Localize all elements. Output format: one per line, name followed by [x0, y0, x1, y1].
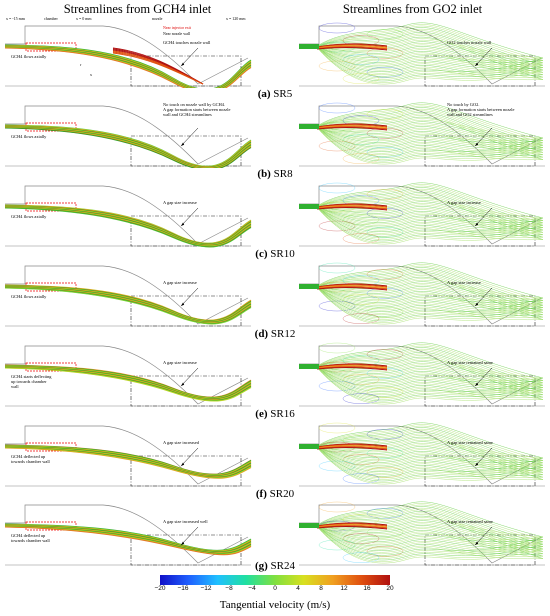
left-panel-c	[3, 178, 253, 248]
caption-g: (g) SR24	[0, 560, 550, 572]
caption-letter: (f)	[255, 488, 267, 500]
colorbar-tick: 8	[319, 585, 323, 592]
right-panel-a	[297, 18, 547, 88]
right-callout-e: A gap size remained same	[447, 360, 493, 365]
colorbar-tick: −16	[177, 585, 189, 592]
colorbar-tick: −4	[248, 585, 256, 592]
x-end-label: x = 120 mm	[226, 16, 246, 21]
colorbar	[160, 575, 390, 585]
left-note-c: GCH4 flows axially	[11, 214, 47, 219]
axis-x-glyph: x	[90, 72, 92, 77]
right-panel-d	[297, 258, 547, 328]
left-note-g: GCH4 deflected up towards chamber wall	[11, 533, 50, 543]
caption-letter: (a)	[257, 88, 271, 100]
x-neg-label: x = -15 mm	[6, 16, 25, 21]
left-callout-f: A gap size increased	[163, 440, 199, 445]
left-note-d: GCH4 flows axially	[11, 294, 47, 299]
x0-label: x = 0 mm	[76, 16, 92, 21]
right-callout-b: No touch by GO2. A gap formation starts …	[447, 102, 515, 117]
right-callout-d: A gap size increase	[447, 280, 481, 285]
caption-text: SR5	[273, 88, 293, 100]
left-note-a: GCH4 flows axially	[11, 54, 47, 59]
left-note-b: GCH4 flows axially	[11, 134, 47, 139]
left-panel-f	[3, 418, 253, 488]
colorbar-tick: 4	[296, 585, 300, 592]
left-note-e: GCH4 starts deflecting up towards chambe…	[11, 374, 52, 389]
left-panel-g	[3, 497, 253, 567]
axis-r-glyph: r	[80, 62, 82, 67]
left-panel-e	[3, 338, 253, 408]
chamber-label: chamber	[44, 16, 58, 21]
left-callout-b: No touch on nozzle wall by GCH4. A gap f…	[163, 102, 231, 117]
left-callout-a: GCH4 touches nozzle wall	[163, 40, 211, 45]
caption-d: (d) SR12	[0, 328, 550, 340]
caption-c: (c) SR10	[0, 248, 550, 260]
left-callout-e: A gap size increase	[163, 360, 197, 365]
caption-letter: (d)	[254, 328, 269, 340]
caption-f: (f) SR20	[0, 488, 550, 500]
caption-e: (e) SR16	[0, 408, 550, 420]
caption-a: (a) SR5	[0, 88, 550, 100]
legend-nozzle-wall: Near nozzle wall	[163, 31, 191, 36]
caption-text: SR10	[270, 248, 295, 260]
left-callout-g: A gap size increased well	[163, 519, 208, 524]
caption-letter: (b)	[257, 168, 271, 180]
left-callout-d: A gap size increase	[163, 280, 197, 285]
colorbar-tick: 0	[273, 585, 277, 592]
caption-letter: (c)	[255, 248, 268, 260]
caption-text: SR12	[270, 328, 296, 340]
nozzle-label: nozzle	[152, 16, 163, 21]
caption-letter: (g)	[254, 560, 268, 572]
caption-b: (b) SR8	[0, 168, 550, 180]
colorbar-tick: −8	[225, 585, 233, 592]
right-panel-g	[297, 497, 547, 567]
right-panel-c	[297, 178, 547, 248]
caption-letter: (e)	[255, 408, 268, 420]
left-panel-a	[3, 18, 253, 88]
caption-text: SR16	[270, 408, 295, 420]
right-callout-g: A gap size remained same	[447, 519, 493, 524]
left-note-f: GCH4 deflected up towards chamber wall	[11, 454, 50, 464]
caption-text: SR8	[273, 168, 293, 180]
right-panel-f	[297, 418, 547, 488]
left-panel-b	[3, 98, 253, 168]
colorbar-tick: −12	[200, 585, 212, 592]
legend-injector: Near injector exit	[163, 25, 191, 30]
colorbar-label: Tangential velocity (m/s)	[219, 599, 331, 611]
colorbar-tick: 20	[386, 585, 394, 592]
right-column-title: Streamlines from GO2 inlet	[342, 2, 483, 16]
left-callout-c: A gap size increase	[163, 200, 197, 205]
right-callout-a: GO2 touches nozzle wall	[447, 40, 492, 45]
colorbar-tick: 16	[363, 585, 371, 592]
right-callout-c: A gap size increase	[447, 200, 481, 205]
colorbar-tick: −20	[154, 585, 166, 592]
right-callout-f: A gap size remained same	[447, 440, 493, 445]
left-column-title: Streamlines from GCH4 inlet	[63, 2, 212, 16]
caption-text: SR20	[269, 488, 295, 500]
right-panel-e	[297, 338, 547, 408]
right-panel-b	[297, 98, 547, 168]
caption-text: SR24	[270, 560, 296, 572]
colorbar-tick: 12	[340, 585, 348, 592]
left-panel-d	[3, 258, 253, 328]
